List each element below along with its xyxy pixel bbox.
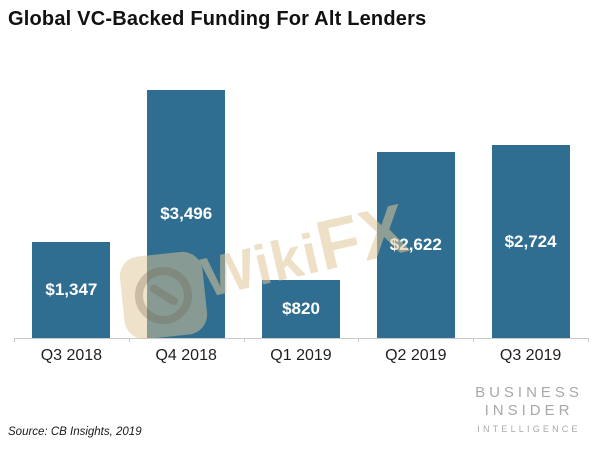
bar-value-label: $1,347	[45, 280, 98, 299]
bar-value-label: $820	[282, 299, 320, 318]
bar-q3-2018	[32, 242, 111, 338]
axis-tick	[473, 338, 475, 342]
axis-tick	[588, 338, 589, 342]
branding-line-intelligence: INTELLIGENCE	[477, 424, 581, 434]
bar-q3-2019	[491, 145, 570, 338]
chart-title: Global VC-Backed Funding For Alt Lenders	[8, 8, 427, 30]
bar-value-label: $2,622	[389, 235, 442, 254]
x-axis-label: Q1 2019	[270, 347, 332, 364]
x-axis-label: Q2 2019	[385, 347, 447, 364]
axis-tick	[14, 338, 15, 342]
x-axis	[14, 338, 588, 339]
source-note: Source: CB Insights, 2019	[8, 426, 142, 438]
axis-tick	[243, 338, 245, 342]
axis-tick	[358, 338, 360, 342]
axis-tick	[128, 338, 130, 342]
x-axis-label: Q4 2018	[155, 347, 217, 364]
bar-q2-2019	[376, 152, 455, 338]
x-axis-label: Q3 2019	[499, 347, 562, 364]
bar-q1-2019	[262, 280, 340, 338]
branding-line-business: BUSINESS	[475, 384, 583, 401]
bar-value-label: $2,724	[504, 231, 557, 251]
branding-line-insider: INSIDER	[484, 402, 574, 419]
x-axis-label: Q3 2018	[40, 347, 103, 364]
business-insider-logo: BUSINESS INSIDER INTELLIGENCE	[468, 384, 590, 436]
bar-value-label: $3,496	[160, 204, 213, 223]
